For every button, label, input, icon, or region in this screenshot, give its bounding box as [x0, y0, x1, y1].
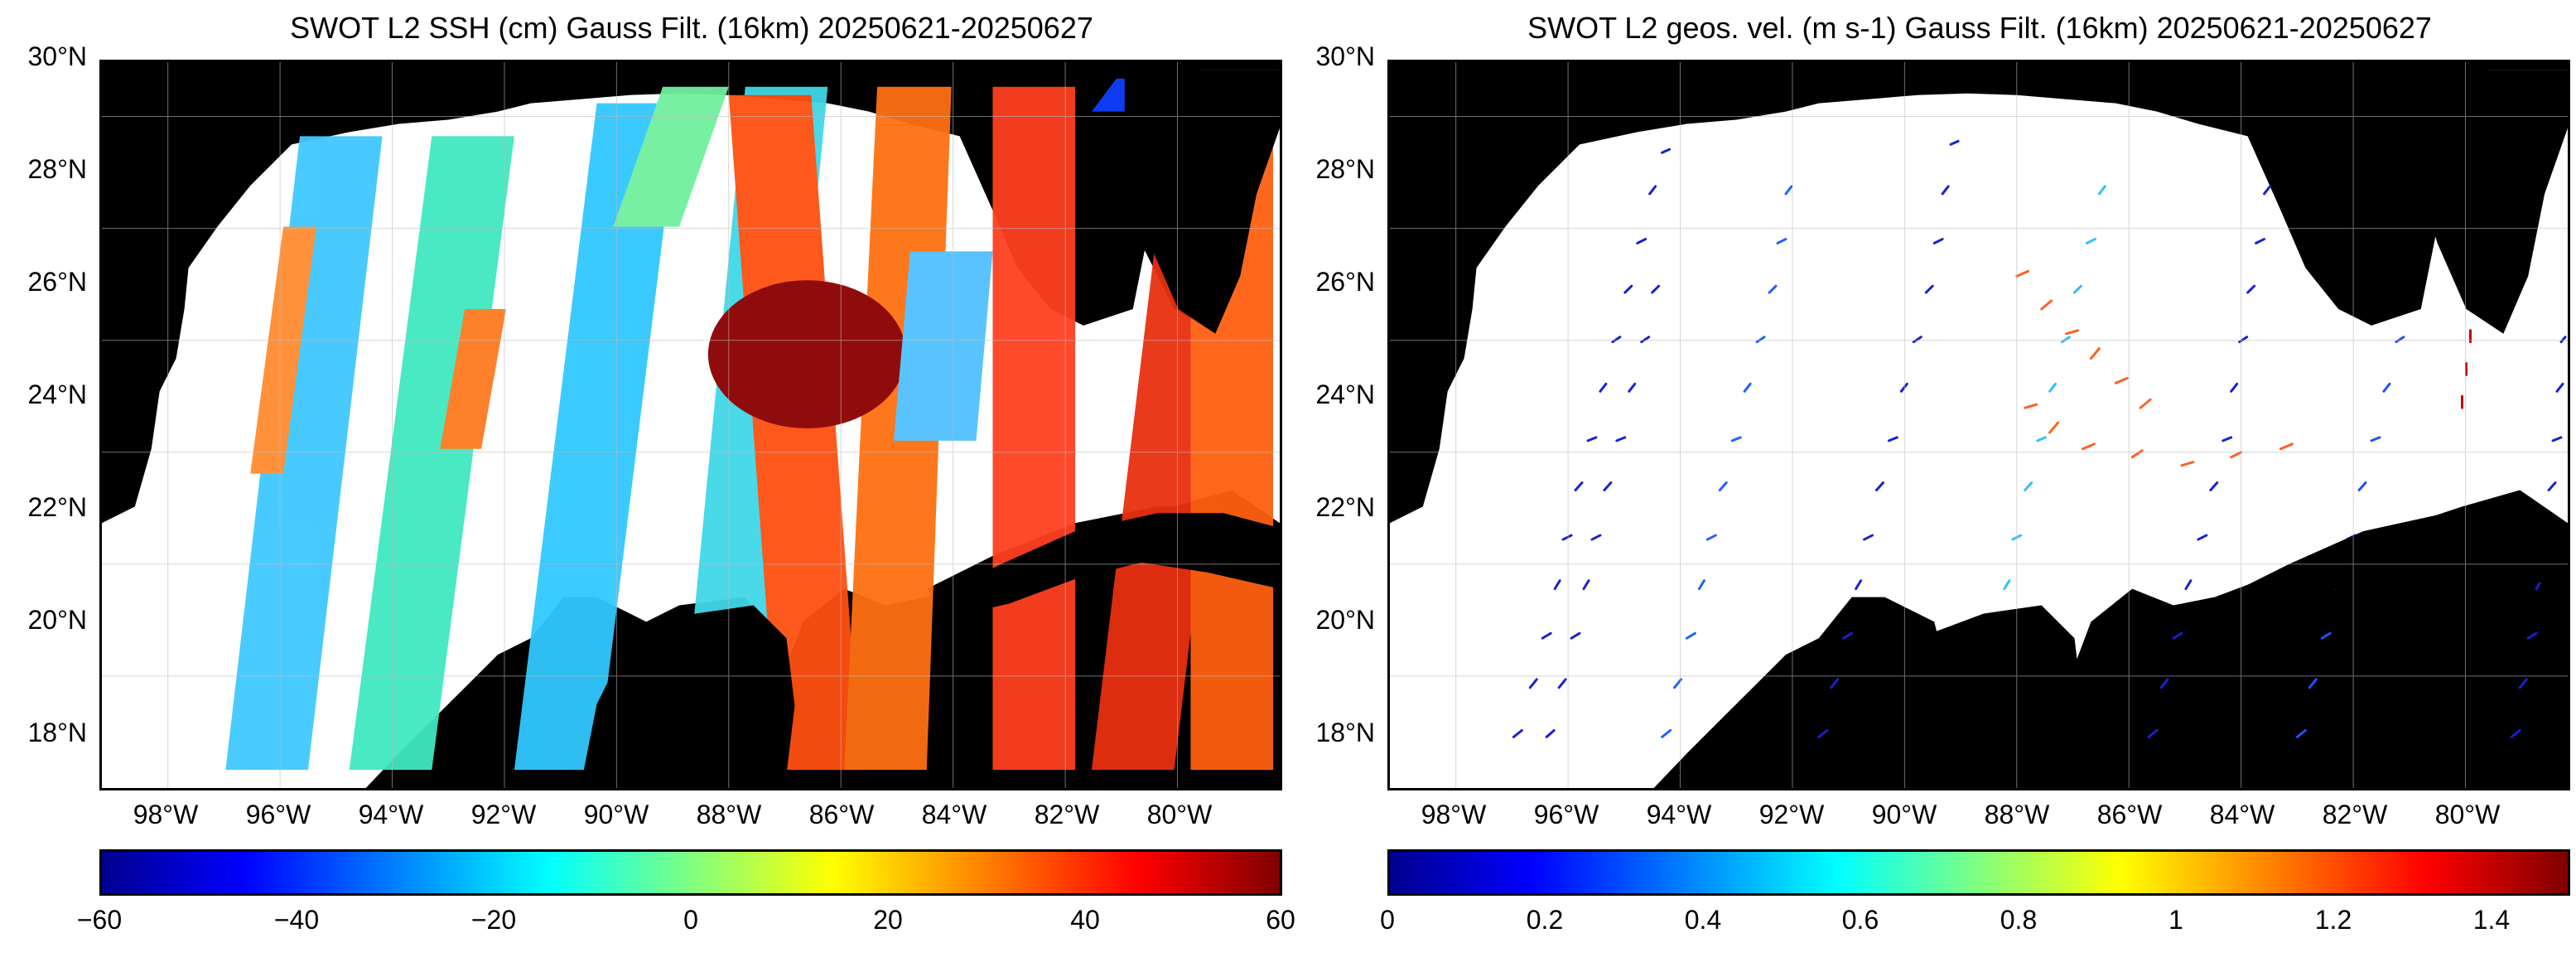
ssh-panel: SWOT L2 SSH (cm) Gauss Filt. (16km) 2025…: [27, 11, 1295, 935]
velocity-panel: SWOT L2 geos. vel. (m s-1) Gauss Filt. (…: [1288, 0, 2576, 962]
ssh-lon-tick-94w: 94°W: [358, 800, 424, 829]
vel-lon-tick-88w: 88°W: [1984, 800, 2050, 829]
vel-lat-tick-18n: 18°N: [1315, 718, 1376, 747]
vector-swath-loop: [2015, 269, 2294, 467]
vel-graticule: [1390, 62, 2568, 788]
vel-cbar-tick: 0.6: [1841, 905, 1879, 935]
ssh-lon-tick-80w: 80°W: [1146, 800, 1213, 829]
vel-cbar-tick: 0.8: [2000, 905, 2038, 935]
vel-cbar-tick: 0.4: [1684, 905, 1722, 935]
swath-12: [893, 251, 993, 441]
vel-lon-tick-98w: 98°W: [1421, 800, 1487, 829]
ssh-map: [99, 60, 1282, 790]
ssh-lon-tick-82w: 82°W: [1034, 800, 1100, 829]
ssh-cbar-tick: 0: [683, 905, 698, 935]
velocity-colorbar: [1387, 849, 2570, 896]
velocity-vector-swaths: [1512, 131, 2567, 738]
ssh-lat-tick-20n: 20°N: [27, 605, 88, 635]
vel-lat-tick-20n: 20°N: [1315, 605, 1376, 635]
ssh-map-graphic: [102, 62, 1280, 788]
yucatan-overlay: [580, 605, 795, 788]
ssh-cbar-tick: 60: [1266, 905, 1295, 935]
velocity-panel-title: SWOT L2 geos. vel. (m s-1) Gauss Filt. (…: [1527, 11, 2432, 45]
swath-3: [514, 103, 680, 771]
vel-cbar-tick: 1: [2168, 905, 2183, 935]
ssh-cbar-tick: 40: [1070, 905, 1100, 935]
ssh-swaths: [225, 78, 1274, 771]
vel-lon-tick-94w: 94°W: [1646, 800, 1712, 829]
vel-lon-tick-86w: 86°W: [2096, 800, 2163, 829]
ssh-lat-tick-22n: 22°N: [27, 492, 88, 522]
ssh-lat-tick-24n: 24°N: [27, 379, 88, 409]
ssh-graticule: [102, 62, 1280, 788]
ssh-lat-tick-18n: 18°N: [27, 718, 88, 747]
velocity-map-graphic: [1390, 62, 2568, 788]
vel-lat-tick-28n: 28°N: [1315, 154, 1376, 184]
ssh-lon-tick-92w: 92°W: [470, 800, 537, 829]
vel-cbar-tick: 1.2: [2314, 905, 2352, 935]
velocity-map: [1387, 60, 2570, 790]
vel-lon-tick-80w: 80°W: [2434, 800, 2501, 829]
ssh-colorbar: [99, 849, 1282, 896]
ssh-cbar-tick: −60: [76, 905, 123, 935]
vel-lon-tick-90w: 90°W: [1871, 800, 1937, 829]
gulf-ocean: [1390, 70, 2568, 788]
ssh-lon-tick-84w: 84°W: [921, 800, 987, 829]
vel-lat-tick-24n: 24°N: [1315, 379, 1376, 409]
florida-overlay: [2412, 70, 2568, 334]
vector-swath-2: [1661, 185, 1793, 738]
swath-2: [349, 136, 514, 771]
vel-cbar-tick: 0: [1380, 905, 1395, 935]
ssh-land-overlay: [580, 70, 1280, 788]
swath-5: [728, 94, 861, 771]
vel-lat-tick-22n: 22°N: [1315, 492, 1376, 522]
ssh-lat-tick-30n: 30°N: [27, 41, 88, 71]
ssh-cbar-tick: 20: [873, 905, 903, 935]
swath-1: [225, 136, 383, 771]
vel-cbar-tick: 1.4: [2472, 905, 2511, 935]
vector-swath-1: [1512, 147, 1672, 738]
vel-lon-tick-84w: 84°W: [2209, 800, 2275, 829]
cuba-overlay: [934, 513, 1280, 619]
swath-1b: [250, 226, 316, 474]
vel-lon-tick-82w: 82°W: [2322, 800, 2388, 829]
vel-lon-tick-92w: 92°W: [1758, 800, 1825, 829]
loop-current-eddy: [707, 280, 906, 428]
vel-lat-tick-30n: 30°N: [1315, 41, 1376, 71]
vel-land-overlay: [1868, 70, 2568, 788]
swath-11: [613, 86, 729, 227]
cuba-overlay: [2222, 513, 2568, 619]
ssh-lon-tick-88w: 88°W: [696, 800, 762, 829]
florida-overlay: [1124, 70, 1280, 334]
ssh-lat-tick-26n: 26°N: [27, 267, 88, 297]
ssh-cbar-tick: −20: [470, 905, 517, 935]
ssh-lon-tick-90w: 90°W: [583, 800, 649, 829]
vel-cbar-tick: 0.2: [1526, 905, 1564, 935]
vector-swath-5: [2147, 185, 2272, 738]
ssh-lon-tick-98w: 98°W: [133, 800, 199, 829]
swath-7: [992, 86, 1076, 771]
ssh-cbar-tick: −40: [273, 905, 320, 935]
ssh-lat-tick-28n: 28°N: [27, 154, 88, 184]
ssh-lon-tick-86w: 86°W: [808, 800, 875, 829]
swath-2b: [440, 308, 506, 449]
ssh-panel-title: SWOT L2 SSH (cm) Gauss Filt. (16km) 2025…: [290, 11, 1093, 45]
yucatan-overlay: [1868, 605, 2083, 788]
vel-lon-tick-96w: 96°W: [1533, 800, 1599, 829]
vel-lat-tick-26n: 26°N: [1315, 267, 1376, 297]
ssh-lon-tick-96w: 96°W: [245, 800, 311, 829]
